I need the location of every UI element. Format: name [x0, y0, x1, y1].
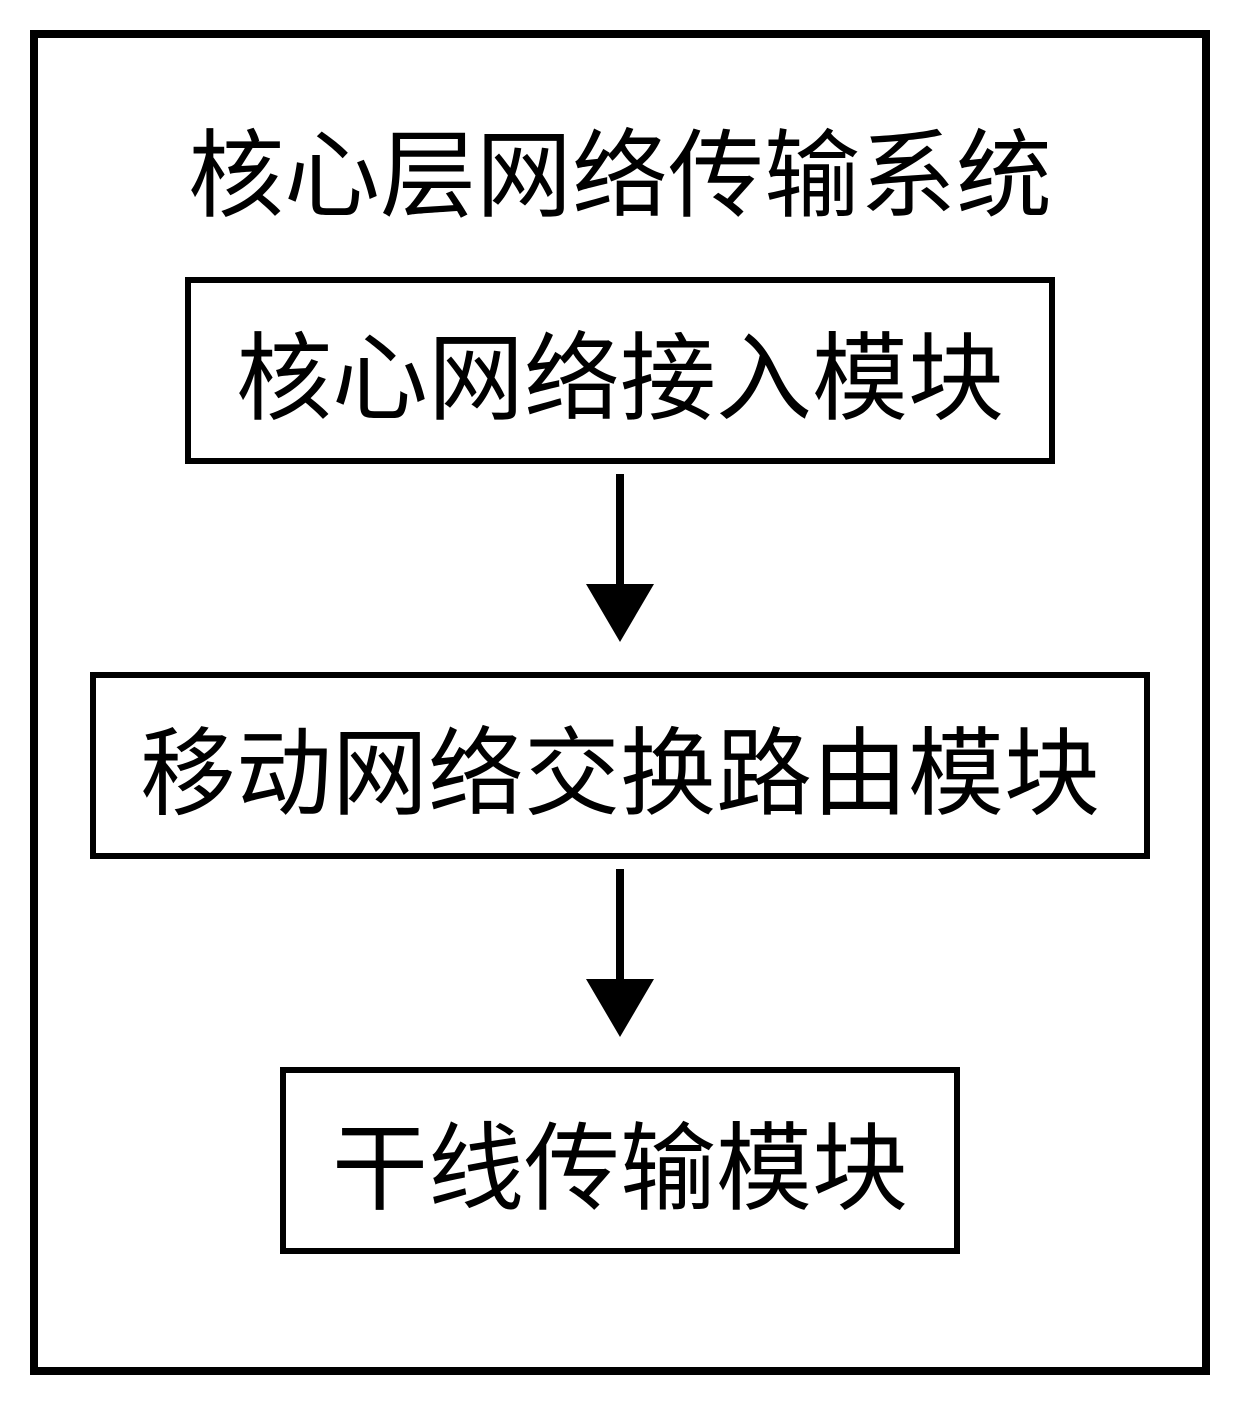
flowchart-arrow-2	[586, 869, 654, 1037]
flowchart-node-1: 核心网络接入模块	[185, 277, 1055, 464]
node-label: 干线传输模块	[332, 1091, 908, 1230]
arrow-head-icon	[586, 584, 654, 642]
flowchart-arrow-1	[586, 474, 654, 642]
diagram-outer-frame: 核心层网络传输系统 核心网络接入模块 移动网络交换路由模块 干线传输模块	[30, 30, 1210, 1375]
arrow-shaft	[616, 869, 624, 979]
diagram-title: 核心层网络传输系统	[188, 98, 1052, 237]
flowchart-node-2: 移动网络交换路由模块	[90, 672, 1150, 859]
arrow-head-icon	[586, 979, 654, 1037]
flowchart-node-3: 干线传输模块	[280, 1067, 960, 1254]
node-label: 核心网络接入模块	[236, 301, 1004, 440]
arrow-shaft	[616, 474, 624, 584]
node-label: 移动网络交换路由模块	[140, 696, 1100, 835]
